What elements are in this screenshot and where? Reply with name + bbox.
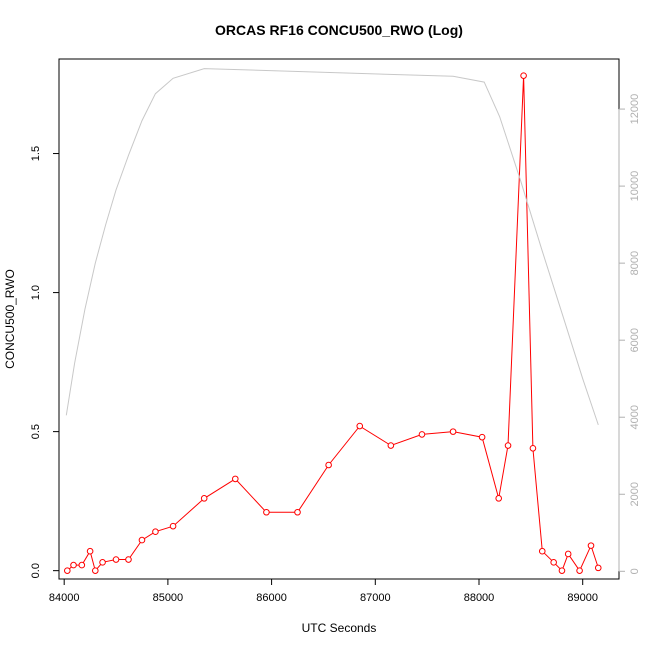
data-point [200,495,208,502]
y2-tick-label: 8000 [629,251,641,275]
y2-tick-label: 4000 [629,405,641,429]
data-point [169,522,177,530]
data-point [78,561,86,569]
data-point [86,547,94,555]
x-tick-label: 88000 [464,592,495,604]
data-point [125,556,132,563]
y-axis-label: CONCU500_RWO [3,269,17,369]
data-point [558,567,566,574]
primary-series-line [66,75,599,572]
x-axis-label: UTC Seconds [302,621,377,635]
y2-tick-label: 10000 [629,171,641,202]
data-point [294,508,301,516]
data-point [99,559,106,566]
data-point [112,556,120,563]
data-point [418,431,426,438]
data-point [138,536,146,544]
plot-frame [58,58,620,580]
data-point [550,559,557,566]
x-tick-label: 87000 [360,592,391,604]
y2-tick-label: 12000 [629,94,641,125]
y-axis-right: 0 2000 4000 6000 8000 10000 12000 [618,94,641,574]
data-point [63,567,71,574]
data-point [231,475,239,483]
x-tick-label: 84000 [49,592,80,604]
y-tick-label: 1.5 [30,146,42,161]
plot-area [63,68,602,574]
y2-tick-label: 0 [629,568,641,574]
data-point [520,72,527,79]
x-tick-label: 85000 [153,592,184,604]
data-point [478,433,486,441]
y2-tick-label: 6000 [629,328,641,352]
secondary-series-line [65,68,599,426]
data-point [587,542,595,549]
data-point [495,495,503,502]
y-tick-label: 0.5 [30,424,42,439]
chart-title: ORCAS RF16 CONCU500_RWO (Log) [215,22,463,38]
data-point [449,428,457,435]
data-point [263,508,270,516]
x-tick-label: 89000 [567,592,598,604]
data-point [152,528,159,536]
data-point [325,461,332,469]
data-point [538,547,546,555]
y-tick-label: 0.0 [30,563,42,578]
y2-tick-label: 2000 [629,482,641,506]
y-tick-label: 1.0 [30,285,42,300]
data-point [70,561,77,569]
x-axis: 84000 85000 86000 87000 88000 89000 [49,578,598,604]
data-point [529,445,537,452]
data-point [356,422,364,430]
data-point [387,442,395,449]
data-point [594,564,602,572]
data-point [576,567,583,574]
y-axis-left: 0.0 0.5 1.0 1.5 [30,146,60,578]
data-point [91,567,99,574]
x-tick-label: 86000 [256,592,287,604]
data-point [504,442,512,449]
data-point [564,550,572,558]
